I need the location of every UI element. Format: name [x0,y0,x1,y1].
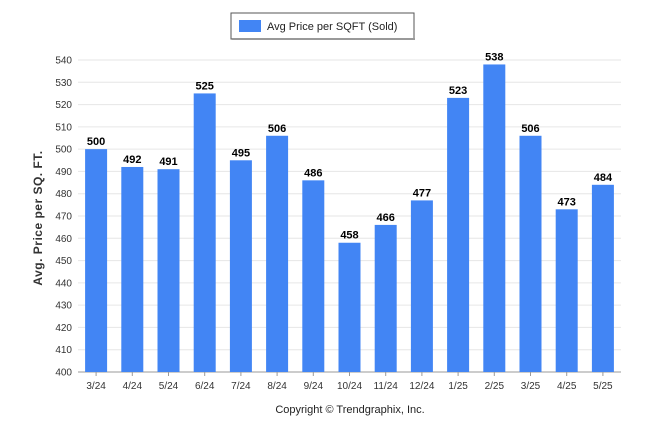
x-tick-label: 2/25 [485,381,505,392]
x-tick-label: 9/24 [304,381,324,392]
bar [483,64,506,372]
bar [591,184,614,372]
data-label: 500 [87,136,105,148]
legend-box [230,12,415,40]
y-tick-label: 430 [55,301,72,312]
y-tick-label: 530 [55,78,72,89]
copyright-text: Copyright © Trendgraphix, Inc. [275,404,424,416]
y-tick-label: 540 [55,56,72,67]
bar [85,149,108,372]
x-tick-label: 1/25 [448,381,468,392]
x-tick-label: 10/24 [337,381,362,392]
y-tick-label: 510 [55,122,72,133]
y-tick-label: 520 [55,100,72,111]
data-label: 466 [377,212,395,224]
data-labels: 500 492 491 525 495 506 486 458 466 477 523 538 506 4… [87,51,613,241]
bar [121,166,144,372]
data-label: 484 [594,172,613,184]
bar [410,200,433,372]
y-tick-label: 410 [55,345,72,356]
legend-swatch [239,20,261,32]
y-axis-ticks: 400 410 420 430 440 450 460 470 480 490 500 510 520 5… [55,56,72,379]
y-tick-label: 400 [55,368,72,379]
bar [302,180,325,372]
legend-shadow [232,38,415,40]
y-tick-label: 500 [55,145,72,156]
y-tick-label: 450 [55,256,72,267]
bar [338,242,361,372]
x-tick-label: 5/25 [593,381,613,392]
bar [374,224,397,372]
bar [555,209,578,372]
y-tick-label: 490 [55,167,72,178]
data-label: 477 [413,187,431,199]
bar [193,93,216,372]
y-tick-label: 420 [55,323,72,334]
legend: Avg Price per SQFT (Sold) [230,12,415,40]
data-label: 525 [196,80,214,92]
bar [157,169,180,372]
data-label: 495 [232,147,250,159]
data-label: 538 [485,51,503,63]
data-label: 473 [558,196,576,208]
y-tick-label: 460 [55,234,72,245]
bar [519,135,542,372]
x-tick-label: 3/24 [86,381,106,392]
x-tick-label: 8/24 [267,381,287,392]
x-axis-ticks: 3/24 4/24 5/24 6/24 7/24 8/24 9/24 10/24 11/24 12… [86,372,613,392]
x-tick-label: 6/24 [195,381,215,392]
y-axis-label: Avg. Price per SQ. FT. [31,150,45,285]
data-label: 486 [304,167,322,179]
x-tick-label: 7/24 [231,381,251,392]
legend-label: Avg Price per SQFT (Sold) [267,21,397,33]
x-tick-label: 12/24 [409,381,434,392]
data-label: 458 [340,230,358,242]
bar [229,160,252,372]
bars [85,64,614,372]
x-tick-label: 4/25 [557,381,577,392]
x-tick-label: 5/24 [159,381,179,392]
data-label: 506 [521,123,539,135]
y-tick-label: 470 [55,212,72,223]
y-tick-label: 480 [55,189,72,200]
x-tick-label: 3/25 [521,381,541,392]
data-label: 523 [449,85,467,97]
bar [447,97,470,372]
data-label: 492 [123,154,141,166]
data-label: 491 [159,156,177,168]
data-label: 506 [268,123,286,135]
x-tick-label: 4/24 [123,381,143,392]
y-tick-label: 440 [55,278,72,289]
bar [266,135,289,372]
x-tick-label: 11/24 [374,381,399,392]
